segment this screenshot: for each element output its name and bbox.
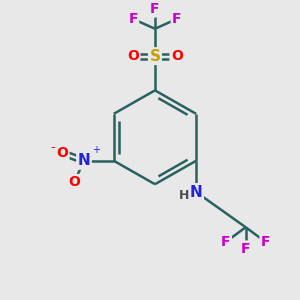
- Text: F: F: [261, 235, 270, 249]
- Text: O: O: [127, 49, 139, 63]
- Text: -: -: [50, 141, 55, 154]
- Text: H: H: [179, 190, 189, 202]
- Text: O: O: [171, 49, 183, 63]
- Text: O: O: [56, 146, 68, 160]
- Text: F: F: [221, 235, 231, 249]
- Text: F: F: [172, 12, 182, 26]
- Text: F: F: [150, 2, 160, 16]
- Text: O: O: [68, 175, 80, 189]
- Text: F: F: [128, 12, 138, 26]
- Text: F: F: [241, 242, 250, 256]
- Text: N: N: [190, 184, 203, 200]
- Text: N: N: [78, 153, 90, 168]
- Text: S: S: [149, 49, 161, 64]
- Text: +: +: [92, 145, 100, 155]
